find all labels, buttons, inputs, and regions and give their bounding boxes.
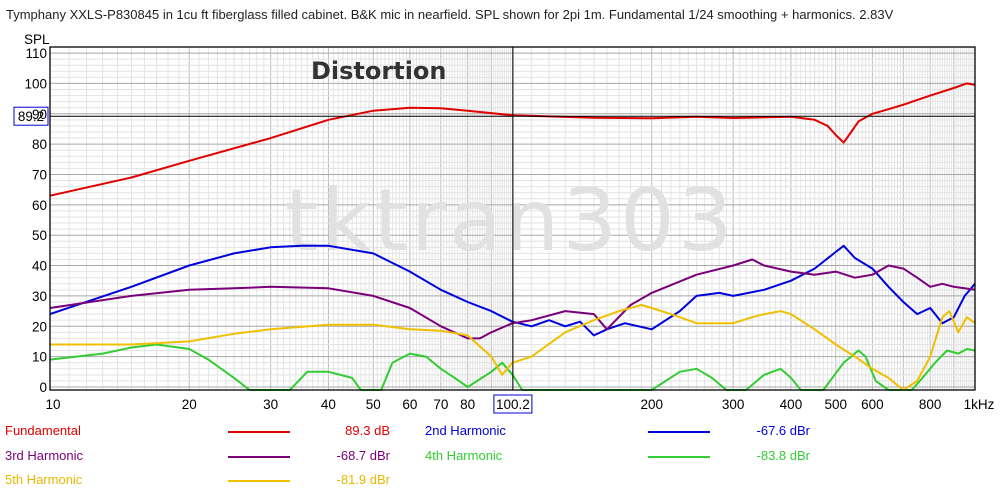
x-tick-label: 300 bbox=[722, 397, 745, 412]
y-tick-label: 80 bbox=[32, 137, 47, 152]
x-tick-label: 600 bbox=[861, 397, 884, 412]
legend-swatch bbox=[648, 455, 710, 458]
legend-name-3rd-harmonic: 3rd Harmonic bbox=[5, 447, 84, 463]
legend-swatch bbox=[228, 480, 290, 482]
legend-swatch bbox=[648, 431, 710, 433]
x-tick-label: 50 bbox=[366, 397, 381, 412]
legend-reading: -68.7 dBr bbox=[336, 447, 390, 463]
cursor-y-label: 89.2 bbox=[18, 109, 44, 124]
x-tick-labels: 10 20 30 40 50 60 70 80 200 300 400 500 600 800 1kHz bbox=[45, 397, 994, 412]
series-line-fundamental bbox=[49, 82, 976, 197]
x-tick-label: 80 bbox=[460, 397, 475, 412]
legend-name-fundamental: Fundamental bbox=[5, 423, 81, 438]
y-tick-label: 40 bbox=[32, 259, 47, 274]
cursor[interactable]: 89.2 100.2 bbox=[13, 47, 975, 414]
y-tick-label: 50 bbox=[32, 228, 47, 243]
legend-reading: -81.9 dBr bbox=[336, 472, 390, 487]
x-tick-label: 200 bbox=[640, 397, 663, 412]
series-line-3rd-harmonic bbox=[49, 258, 976, 340]
cursor-y-box bbox=[13, 106, 49, 126]
x-tick-label: 70 bbox=[433, 397, 448, 412]
chart-annotation: Distortion bbox=[311, 57, 447, 85]
x-tick-label: 60 bbox=[402, 397, 417, 412]
y-tick-label: 70 bbox=[32, 167, 47, 182]
watermark: tktran303 bbox=[285, 171, 736, 271]
y-tick-label: 10 bbox=[32, 350, 47, 365]
cursor-x-box bbox=[493, 394, 533, 414]
x-tick-label: 1kHz bbox=[964, 397, 995, 412]
series-line-5th-harmonic bbox=[50, 304, 976, 391]
y-tick-label: 20 bbox=[32, 319, 47, 334]
legend-reading: 89.3 dB bbox=[345, 423, 390, 438]
y-axis-label: SPL bbox=[24, 32, 50, 47]
legend-swatch bbox=[228, 455, 290, 458]
y-tick-label: 90 bbox=[32, 107, 47, 122]
y-tick-labels: 0 10 20 30 40 50 60 70 80 90 100 110 bbox=[24, 46, 47, 395]
x-tick-label: 40 bbox=[321, 397, 336, 412]
legend-name-5th-harmonic: 5th Harmonic bbox=[5, 472, 83, 487]
x-tick-label: 20 bbox=[182, 397, 197, 412]
legend-name-4th-harmonic: 4th Harmonic bbox=[425, 447, 503, 463]
x-tick-label: 500 bbox=[825, 397, 848, 412]
legend-reading: -67.6 dBr bbox=[756, 423, 810, 438]
x-tick-label: 400 bbox=[780, 397, 803, 412]
legend-swatch bbox=[228, 431, 290, 433]
y-tick-label: 100 bbox=[24, 76, 47, 91]
legend-name-2nd-harmonic: 2nd Harmonic bbox=[425, 423, 506, 438]
x-tick-label: 10 bbox=[45, 397, 60, 412]
cursor-x-label: 100.2 bbox=[496, 397, 530, 412]
y-tick-label: 30 bbox=[32, 289, 47, 304]
y-tick-label: 110 bbox=[25, 46, 47, 61]
y-tick-label: 60 bbox=[32, 198, 47, 213]
x-tick-label: 800 bbox=[919, 397, 942, 412]
x-tick-label: 30 bbox=[263, 397, 278, 412]
series-line-2nd-harmonic bbox=[49, 244, 976, 337]
chart-title: Tymphany XXLS-P830845 in 1cu ft fibergla… bbox=[6, 7, 894, 22]
y-tick-label: 0 bbox=[39, 380, 47, 395]
legend-reading: -83.8 dBr bbox=[756, 447, 810, 463]
